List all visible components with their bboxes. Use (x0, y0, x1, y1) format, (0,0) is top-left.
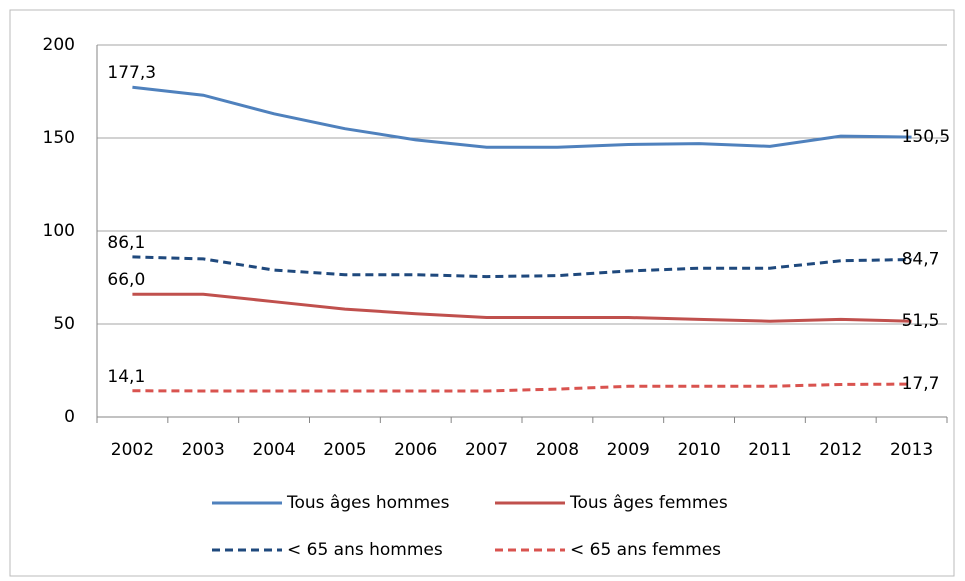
legend-label: < 65 ans femmes (570, 540, 721, 560)
x-tick-label: 2003 (182, 440, 225, 460)
legend-label: Tous âges femmes (569, 493, 728, 513)
x-tick-label: 2007 (465, 440, 508, 460)
data-label: 177,3 (107, 63, 156, 83)
y-tick-label: 200 (43, 35, 75, 55)
data-label: 66,0 (107, 270, 145, 290)
x-tick-label: 2010 (677, 440, 720, 460)
series-line (132, 292, 912, 323)
x-tick-label: 2006 (394, 440, 437, 460)
data-label: 51,5 (902, 311, 940, 331)
data-label: 14,1 (107, 367, 145, 387)
data-label: 150,5 (902, 127, 951, 147)
legend-label: < 65 ans hommes (287, 540, 443, 560)
x-tick-label: 2008 (536, 440, 579, 460)
y-tick-label: 50 (53, 314, 75, 334)
x-tick-label: 2012 (819, 440, 862, 460)
series-line (132, 85, 912, 149)
x-tick-label: 2004 (252, 440, 295, 460)
series-line (132, 255, 912, 279)
data-label: 17,7 (902, 374, 940, 394)
x-tick-label: 2002 (111, 440, 154, 460)
x-tick-label: 2005 (323, 440, 366, 460)
y-tick-label: 150 (43, 128, 75, 148)
x-tick-label: 2013 (890, 440, 933, 460)
x-tick-label: 2009 (607, 440, 650, 460)
data-label: 86,1 (107, 233, 145, 253)
y-tick-label: 100 (43, 221, 75, 241)
data-label: 84,7 (902, 249, 940, 269)
x-tick-label: 2011 (748, 440, 791, 460)
y-tick-label: 0 (64, 407, 75, 427)
legend-label: Tous âges hommes (286, 493, 450, 513)
